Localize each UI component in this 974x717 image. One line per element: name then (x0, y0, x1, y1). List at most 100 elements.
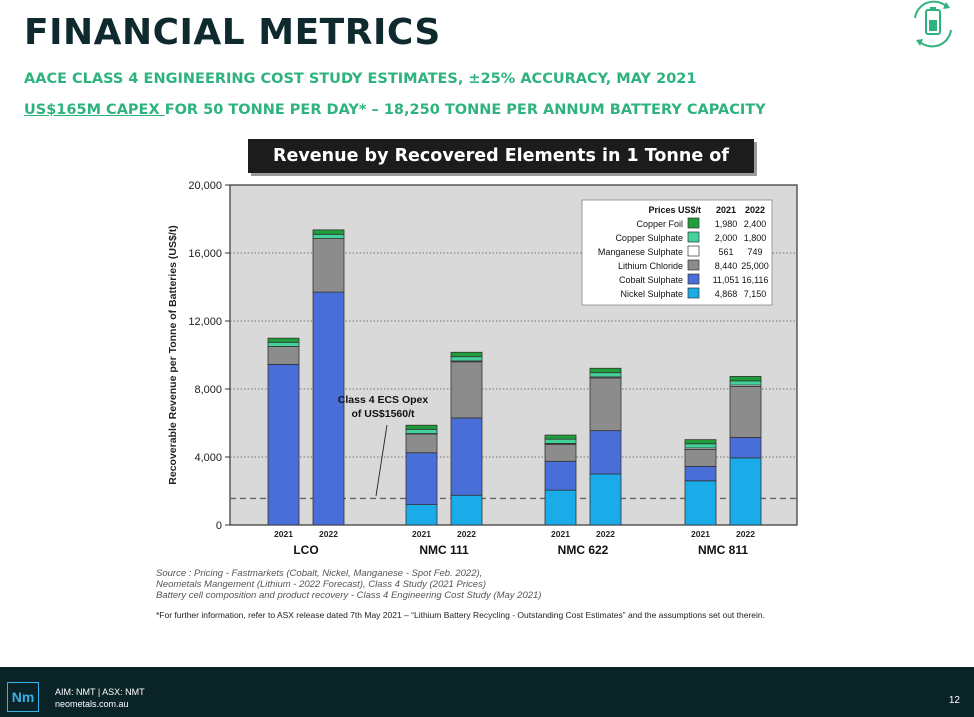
opex-annotation-line1: Class 4 ECS Opex (338, 394, 429, 406)
capex-underlined: US$165M CAPEX (24, 102, 165, 118)
copper-foil-bar (450, 351, 483, 358)
ticker-text: AIM: NMT | ASX: NMT (55, 687, 145, 697)
copper-sulphate-bar (544, 438, 577, 444)
opex-annotation-line2: of US$1560/t (351, 408, 415, 420)
subtitle-accuracy: AACE CLASS 4 ENGINEERING COST STUDY ESTI… (24, 71, 697, 87)
legend-price-2021: 11,051 (713, 275, 740, 285)
x-group-label: LCO (293, 543, 318, 557)
legend-swatch (687, 217, 700, 229)
lithium-chloride-bar (729, 386, 762, 438)
source-line-1: Source : Pricing - Fastmarkets (Cobalt, … (156, 568, 483, 579)
legend-label: Copper Foil (636, 219, 683, 229)
x-year-label: 2021 (551, 529, 570, 539)
cobalt-sulphate-bar (684, 465, 717, 482)
legend-price-2022: 2,400 (744, 219, 767, 229)
nickel-sulphate-bar (450, 494, 483, 526)
copper-foil-bar (544, 434, 577, 440)
legend-label: Copper Sulphate (615, 233, 683, 243)
copper-sulphate-bar (450, 356, 483, 362)
cobalt-sulphate-bar (589, 430, 622, 475)
page-title: FINANCIAL METRICS (24, 12, 441, 53)
legend-swatch (687, 231, 700, 243)
cobalt-sulphate-bar (544, 460, 577, 491)
lithium-chloride-bar (544, 443, 577, 462)
legend-price-2022: 7,150 (744, 289, 767, 299)
x-year-label: 2022 (457, 529, 476, 539)
source-line-2: Neometals Mangement (Lithium - 2022 Fore… (156, 579, 486, 590)
copper-sulphate-bar (267, 341, 300, 347)
legend-header-label: Prices US$/t (648, 205, 701, 215)
cobalt-sulphate-bar (405, 452, 438, 505)
lithium-chloride-bar (684, 448, 717, 467)
lithium-chloride-bar (405, 433, 438, 454)
legend-swatch (687, 273, 700, 285)
copper-foil-bar (267, 337, 300, 343)
copper-foil-bar (405, 424, 438, 430)
revenue-chart: 0 4,000 8,000 12,000 16,000 20,000 Recoverable… (167, 180, 798, 557)
legend-box (581, 199, 773, 306)
lithium-chloride-bar (267, 346, 300, 365)
y-tick-label: 16,000 (188, 248, 222, 260)
y-tick-label: 12,000 (188, 316, 222, 328)
legend-price-2021: 561 (718, 247, 733, 257)
nickel-sulphate-bar (684, 480, 717, 526)
copper-sulphate-bar (589, 372, 622, 378)
capex-rest: FOR 50 TONNE PER DAY* – 18,250 TONNE PER… (164, 102, 766, 118)
cobalt-sulphate-bar (312, 291, 345, 526)
neometals-logo: Nm (7, 682, 39, 712)
website-link[interactable]: neometals.com.au (55, 699, 129, 709)
cobalt-sulphate-bar (729, 437, 762, 459)
x-group-label: NMC 622 (558, 543, 609, 557)
copper-foil-bar (312, 229, 345, 235)
legend-swatch (687, 259, 700, 271)
y-tick-label: 4,000 (194, 452, 222, 464)
copper-foil-bar (729, 376, 762, 382)
lithium-chloride-bar (312, 238, 345, 293)
legend-swatch (687, 287, 700, 299)
copper-sulphate-bar (729, 380, 762, 386)
legend-price-2021: 4,868 (715, 289, 738, 299)
cobalt-sulphate-bar (267, 363, 300, 526)
legend-header-2022: 2022 (745, 205, 765, 215)
copper-sulphate-bar (684, 443, 717, 449)
nickel-sulphate-bar (544, 489, 577, 526)
y-tick-label: 0 (216, 520, 222, 532)
opex-annotation-pointer (375, 424, 388, 497)
nickel-sulphate-bar (729, 457, 762, 526)
x-year-label: 2021 (412, 529, 431, 539)
x-year-label: 2022 (596, 529, 615, 539)
lithium-chloride-bar (589, 377, 622, 432)
nickel-sulphate-bar (405, 504, 438, 526)
footer-bar: Nm AIM: NMT | ASX: NMT neometals.com.au … (0, 667, 974, 717)
legend-header-2021: 2021 (716, 205, 736, 215)
legend-label: Cobalt Sulphate (619, 275, 683, 285)
y-axis-label: Recoverable Revenue per Tonne of Batteri… (167, 225, 179, 484)
subtitle-capex: US$165M CAPEX FOR 50 TONNE PER DAY* – 18… (24, 102, 766, 118)
legend-price-2021: 2,000 (715, 233, 738, 243)
copper-foil-bar (589, 367, 622, 374)
x-year-label: 2022 (319, 529, 338, 539)
lithium-chloride-bar (450, 361, 483, 419)
page-number: 12 (948, 695, 960, 706)
copper-sulphate-bar (405, 428, 438, 434)
copper-foil-bar (684, 439, 717, 445)
x-year-label: 2021 (691, 529, 710, 539)
legend-label: Lithium Chloride (618, 261, 683, 271)
chart-title: Revenue by Recovered Elements in 1 Tonne… (248, 139, 754, 200)
legend-swatch (687, 245, 700, 257)
x-group-label: NMC 811 (698, 543, 748, 557)
legend-price-2022: 16,116 (742, 275, 769, 285)
footnote: *For further information, refer to ASX r… (156, 610, 765, 620)
legend-label: Manganese Sulphate (598, 247, 683, 257)
legend-price-2021: 1,980 (715, 219, 738, 229)
legend-price-2022: 1,800 (744, 233, 767, 243)
battery-recycle-icon (914, 0, 952, 48)
source-note: Source : Pricing - Fastmarkets (Cobalt, … (156, 568, 756, 601)
nickel-sulphate-bar (589, 473, 622, 526)
legend-label: Nickel Sulphate (620, 289, 683, 299)
x-year-label: 2022 (736, 529, 755, 539)
x-year-label: 2021 (274, 529, 293, 539)
copper-sulphate-bar (312, 233, 345, 239)
legend-price-2022: 749 (747, 247, 762, 257)
y-tick-label: 20,000 (188, 180, 222, 192)
